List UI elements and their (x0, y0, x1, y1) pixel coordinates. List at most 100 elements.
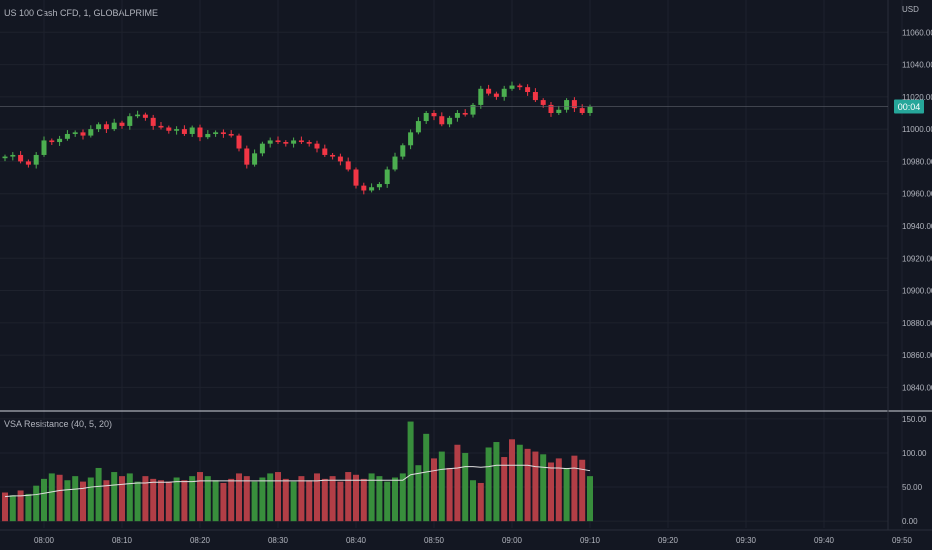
volume-bar (173, 477, 180, 522)
price-tick-label: 10900.00 (902, 287, 932, 296)
price-tick-label: 10940.00 (902, 222, 932, 231)
candle-body (25, 161, 31, 165)
candle-body (454, 112, 460, 118)
volume-bar (555, 458, 562, 522)
volume-bar (321, 478, 328, 522)
time-tick-label: 08:00 (34, 536, 55, 545)
candle-body (408, 132, 414, 146)
volume-bar (134, 481, 141, 522)
candle-body (228, 133, 234, 136)
volume-bar (56, 474, 63, 522)
volume-bar (267, 473, 274, 522)
volume-bar (220, 482, 227, 522)
candle-body (314, 143, 320, 149)
candle-body (111, 122, 117, 130)
volume-bar (540, 454, 547, 522)
candle-body (275, 140, 281, 143)
volume-bar (228, 478, 235, 522)
candle-body (135, 114, 141, 117)
candle-body (49, 140, 55, 143)
volume-bar (298, 476, 305, 522)
volume-bar (25, 493, 32, 522)
volume-bar (306, 480, 313, 522)
price-tick-label: 10960.00 (902, 190, 932, 199)
volume-bar (95, 467, 102, 522)
candle-body (244, 148, 250, 165)
current-price-marker-label: 00:04 (898, 102, 921, 112)
volume-bar (446, 467, 453, 522)
volume-bar (501, 457, 508, 522)
candle-body (509, 85, 515, 89)
candle-body (540, 100, 546, 105)
volume-tick-label: 150.00 (902, 415, 927, 424)
candle-body (72, 132, 78, 134)
volume-bar (524, 448, 531, 522)
volume-bar (548, 462, 554, 522)
candle-body (57, 138, 63, 143)
candle-body (517, 85, 523, 88)
candle-body (80, 132, 86, 136)
volume-bar (532, 451, 539, 522)
candle-body (384, 169, 390, 185)
candle-body (548, 104, 554, 113)
volume-bar (2, 492, 8, 522)
candle-body (322, 148, 328, 155)
time-tick-label: 09:30 (736, 536, 757, 545)
price-tick-label: 10980.00 (902, 157, 932, 166)
candle-body (64, 133, 70, 139)
candle-body (33, 154, 39, 165)
candle-body (431, 112, 437, 117)
candle-body (470, 104, 476, 115)
candle-body (532, 92, 538, 101)
candle-body (213, 132, 219, 134)
price-tick-label: 10860.00 (902, 351, 932, 360)
candle-body (18, 154, 24, 162)
volume-bar (314, 473, 320, 522)
volume-bar (197, 472, 203, 522)
time-tick-label: 08:40 (346, 536, 367, 545)
candle-body (174, 129, 180, 131)
candle-body (142, 114, 148, 118)
volume-bar (376, 476, 383, 522)
price-tick-label: 11000.00 (902, 125, 932, 134)
candle-body (298, 140, 304, 143)
volume-bar (243, 476, 250, 522)
volume-bar (392, 477, 398, 522)
price-tick-label: 10920.00 (902, 254, 932, 263)
candle-body (41, 140, 47, 155)
candle-body (493, 93, 499, 97)
volume-bar (407, 421, 414, 522)
time-tick-label: 09:40 (814, 536, 835, 545)
volume-bar (290, 481, 297, 522)
candle-body (2, 156, 8, 159)
candle-body (236, 135, 242, 149)
price-tick-label: 11040.00 (902, 61, 932, 70)
candle-body (181, 129, 187, 134)
volume-bar (103, 480, 110, 522)
volume-bar (259, 477, 266, 522)
candle-body (337, 156, 343, 162)
candle-body (501, 88, 507, 97)
price-tick-label: 10840.00 (902, 383, 932, 392)
volume-bar (142, 476, 149, 522)
candle-body (127, 116, 133, 126)
volume-bar (251, 481, 258, 522)
volume-bar (493, 442, 500, 522)
volume-bar (189, 476, 196, 522)
candle-body (423, 112, 429, 122)
volume-bar (9, 495, 16, 522)
volume-bar (431, 458, 437, 522)
candle-body (96, 124, 102, 130)
candle-body (486, 88, 492, 94)
candle-body (330, 154, 336, 157)
volume-bar (415, 465, 422, 522)
volume-bar (360, 478, 367, 522)
candle-body (252, 153, 258, 165)
candle-body (376, 184, 382, 188)
volume-bar (353, 474, 359, 522)
volume-bar (181, 480, 188, 522)
candle-body (291, 140, 297, 144)
volume-bar (165, 481, 172, 522)
candle-body (103, 124, 109, 130)
